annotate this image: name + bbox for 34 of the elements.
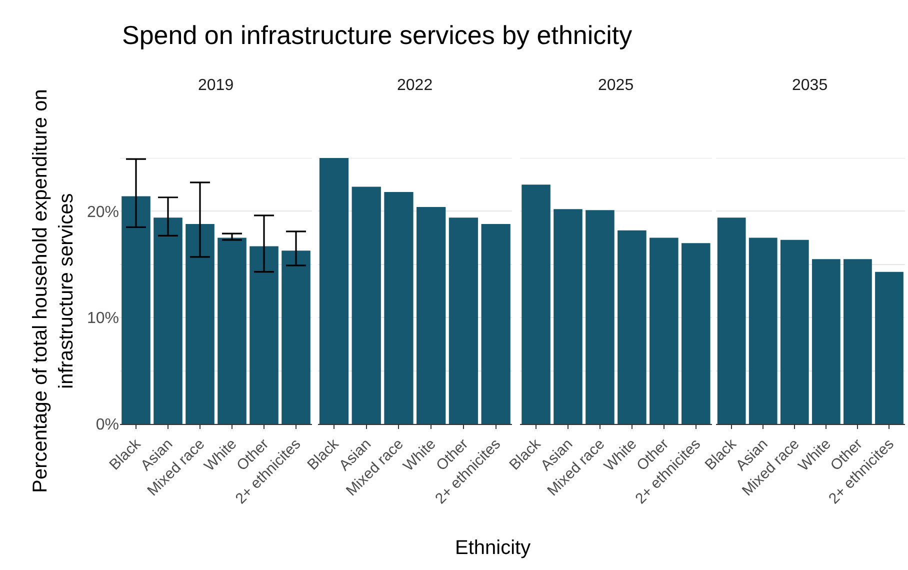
bar <box>122 196 150 424</box>
bar <box>812 259 840 424</box>
chart-subtitle: 2022 <box>397 77 433 94</box>
bar <box>384 192 414 424</box>
bar <box>186 224 214 424</box>
bar <box>319 158 349 424</box>
bar <box>352 186 381 424</box>
y-tick-label: 0% <box>96 416 119 434</box>
bar <box>780 240 809 424</box>
bar <box>682 243 710 424</box>
bar <box>650 238 678 424</box>
bar <box>154 218 182 424</box>
text: Spend on infrastructure services by ethnicity <box>122 20 632 50</box>
bar <box>717 218 746 424</box>
bar <box>875 272 904 424</box>
bar <box>250 246 278 424</box>
bar <box>586 210 614 424</box>
bar <box>522 184 550 424</box>
bar <box>748 238 778 424</box>
bar <box>844 259 872 424</box>
y-tick-label: 10% <box>86 310 119 328</box>
chart-subtitle: 2035 <box>792 77 828 94</box>
bar <box>554 209 582 424</box>
bar <box>416 206 446 424</box>
chart-subtitle: 2025 <box>598 77 634 94</box>
bar <box>618 230 646 424</box>
chart-subtitle: 2019 <box>198 77 234 94</box>
bar <box>481 224 510 424</box>
bar <box>282 250 310 424</box>
bar <box>448 218 478 424</box>
bar <box>218 238 246 424</box>
y-tick-label: 20% <box>86 204 119 221</box>
x-axis-title: Ethnicity <box>455 537 531 559</box>
y-axis-title: Percentage of total household expenditure on infrastructure services <box>29 89 78 493</box>
